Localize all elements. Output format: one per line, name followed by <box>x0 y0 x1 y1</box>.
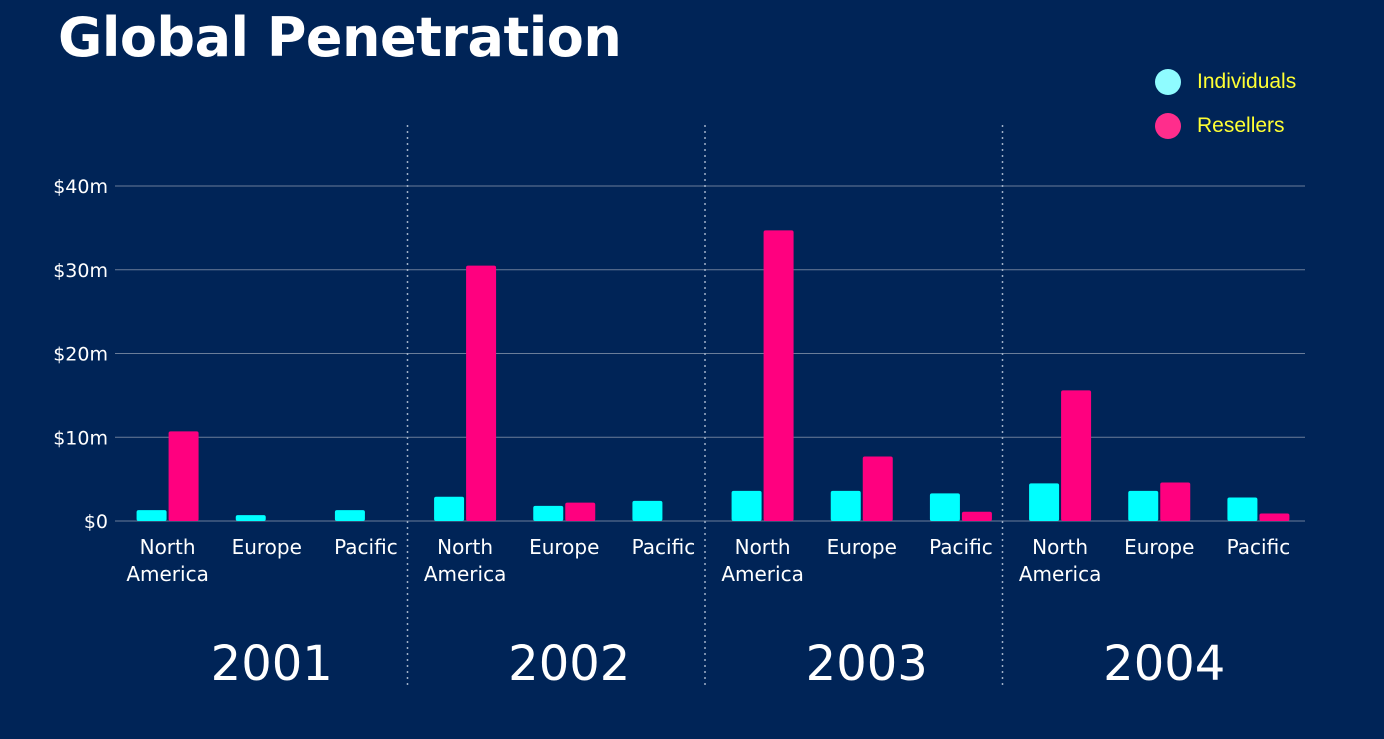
category-label: Pacific <box>632 535 696 559</box>
category-label: North <box>437 535 493 559</box>
category-label: America <box>126 562 209 586</box>
year-label: 2002 <box>508 636 630 692</box>
bar-resellers <box>961 511 992 521</box>
category-label: Pacific <box>1227 535 1291 559</box>
category-label: Pacific <box>334 535 398 559</box>
category-label: America <box>424 562 507 586</box>
bar-individuals <box>1227 497 1258 521</box>
bar-resellers <box>1061 390 1092 521</box>
bar-individuals <box>334 510 365 521</box>
chart-title: Global Penetration <box>58 6 622 69</box>
bar-resellers <box>565 502 596 521</box>
bar-individuals <box>929 493 960 521</box>
y-tick-label: $30m <box>53 260 108 282</box>
y-tick-label: $40m <box>53 176 108 198</box>
legend-item-individuals: Individuals <box>1155 60 1296 104</box>
bar-individuals <box>1128 490 1159 521</box>
year-label: 2003 <box>806 636 928 692</box>
year-label: 2004 <box>1103 636 1225 692</box>
category-label: North <box>1032 535 1088 559</box>
bar-individuals <box>235 515 266 521</box>
bar-individuals <box>533 505 564 521</box>
bar-individuals <box>830 490 861 521</box>
legend-label-resellers: Resellers <box>1197 114 1285 137</box>
bar-individuals <box>632 500 663 521</box>
legend: Individuals Resellers <box>1155 60 1296 148</box>
category-label: Europe <box>529 535 599 559</box>
legend-swatch-individuals <box>1155 69 1181 95</box>
category-label: North <box>735 535 791 559</box>
bar-individuals <box>731 490 762 521</box>
legend-item-resellers: Resellers <box>1155 104 1296 148</box>
bar-resellers <box>1160 482 1191 521</box>
y-tick-label: $20m <box>53 344 108 366</box>
legend-swatch-resellers <box>1155 113 1181 139</box>
y-tick-label: $10m <box>53 427 108 449</box>
bar-resellers <box>763 230 794 521</box>
bar-resellers <box>1259 513 1290 521</box>
category-label: America <box>1019 562 1102 586</box>
category-label: Europe <box>1124 535 1194 559</box>
bar-resellers <box>168 431 199 521</box>
category-label: America <box>721 562 804 586</box>
bar-individuals <box>434 496 465 521</box>
legend-label-individuals: Individuals <box>1197 70 1297 93</box>
bar-resellers <box>466 265 497 521</box>
bar-individuals <box>136 510 167 521</box>
bar-resellers <box>862 456 893 521</box>
bar-individuals <box>1029 483 1060 521</box>
year-label: 2001 <box>211 636 333 692</box>
category-label: Europe <box>827 535 897 559</box>
category-label: Europe <box>232 535 302 559</box>
category-label: Pacific <box>929 535 993 559</box>
category-label: North <box>140 535 196 559</box>
y-tick-label: $0 <box>84 511 108 533</box>
